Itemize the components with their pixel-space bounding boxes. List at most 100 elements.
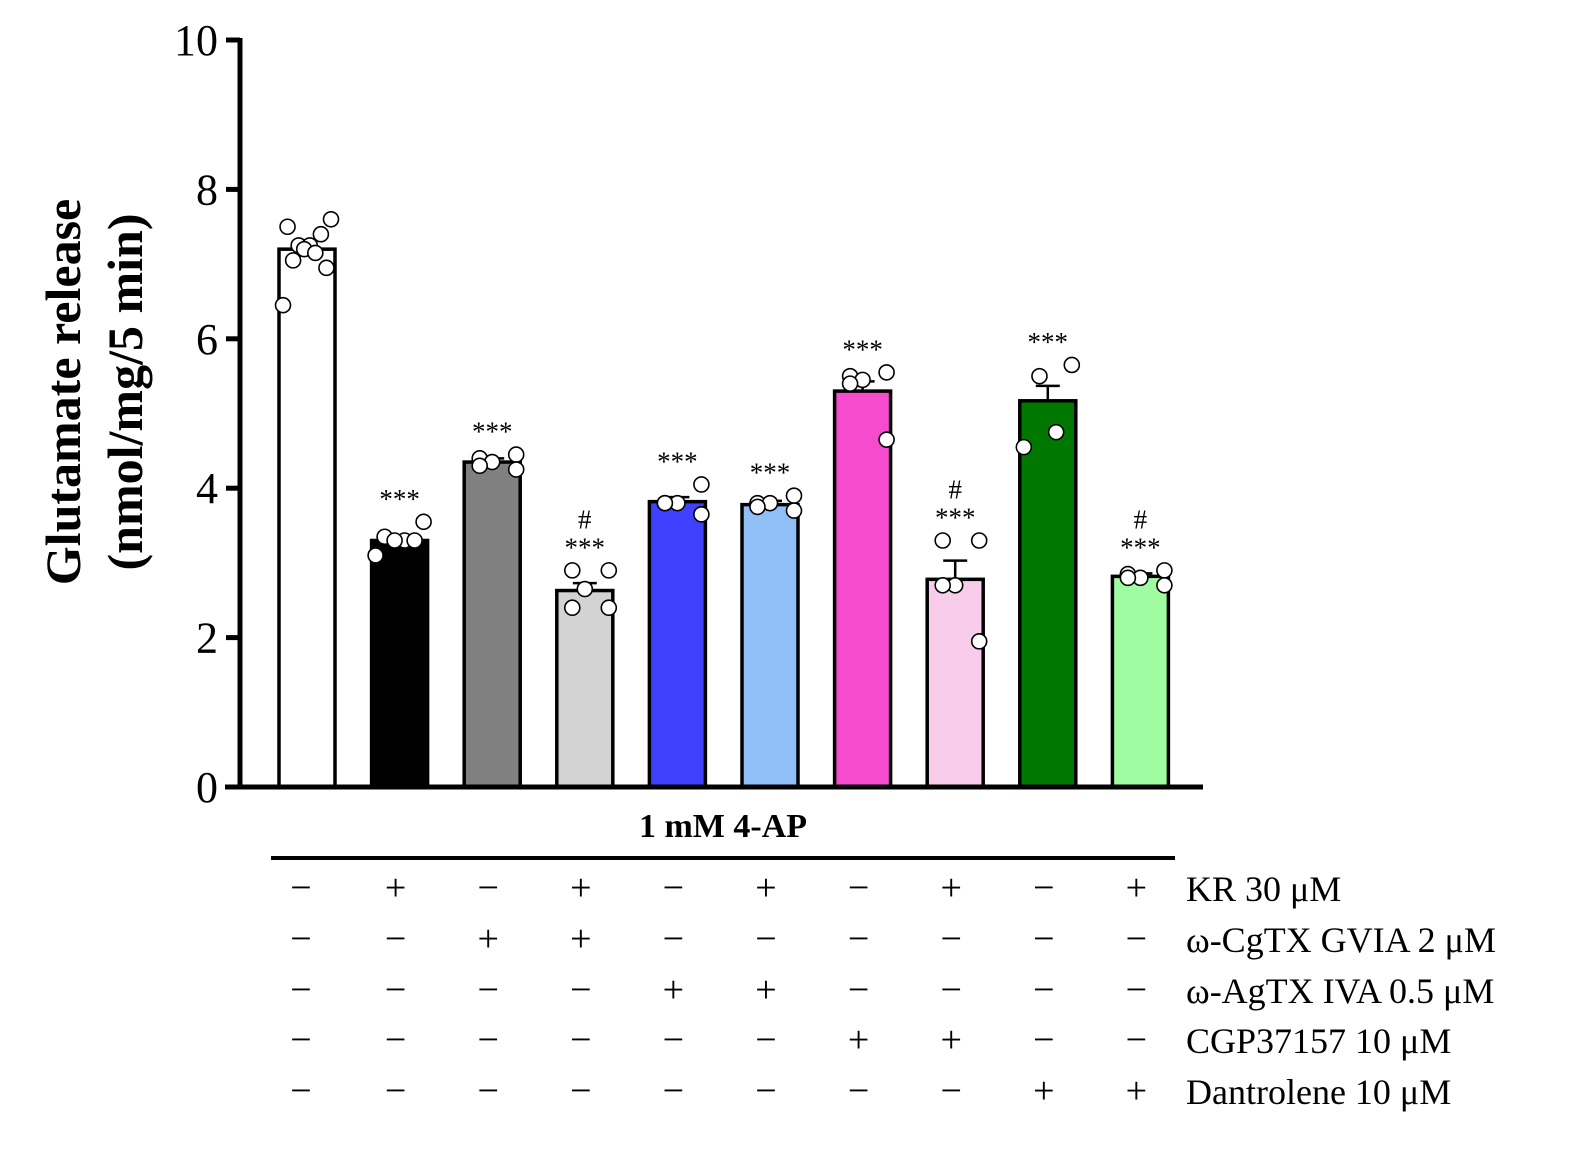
treatment-sign: − xyxy=(663,918,684,960)
data-points xyxy=(274,210,1173,650)
treatment-sign: − xyxy=(755,1019,776,1061)
treatment-sign: − xyxy=(755,918,776,960)
significance-hash: # xyxy=(1134,504,1148,534)
y-tick-label: 8 xyxy=(196,165,218,214)
treatment-sign: − xyxy=(1033,1019,1054,1061)
y-ticks: 0 2 4 6 8 10 xyxy=(174,16,240,812)
data-point xyxy=(471,457,489,475)
treatment-sign: − xyxy=(385,969,406,1011)
treatment-sign: − xyxy=(1033,867,1054,909)
data-point xyxy=(785,487,803,504)
significance-stars: *** xyxy=(1028,327,1069,357)
data-point xyxy=(693,506,710,523)
treatment-sign: − xyxy=(477,1070,498,1112)
data-point xyxy=(563,562,581,579)
data-point xyxy=(274,296,292,314)
data-point xyxy=(1063,356,1081,374)
treatment-sign: − xyxy=(385,1070,406,1112)
significance-stars: *** xyxy=(1120,532,1161,562)
data-point xyxy=(284,252,302,269)
treatment-sign: + xyxy=(477,918,498,960)
data-point xyxy=(279,218,296,236)
data-point xyxy=(563,599,581,617)
data-point xyxy=(307,244,324,262)
treatment-sign: − xyxy=(755,1070,776,1112)
treatment-sign: − xyxy=(290,969,311,1011)
significance-stars: *** xyxy=(750,458,791,488)
bar xyxy=(832,389,893,789)
treatment-sign: − xyxy=(1126,969,1147,1011)
data-point xyxy=(970,532,988,549)
data-point xyxy=(1015,438,1033,456)
treatment-sign: − xyxy=(848,969,869,1011)
data-point xyxy=(415,513,432,531)
treatment-label: Dantrolene 10 μM xyxy=(1186,1072,1451,1112)
data-point xyxy=(312,225,330,243)
treatment-sign: + xyxy=(570,918,591,960)
y-tick-label: 4 xyxy=(196,464,218,513)
significance-stars: *** xyxy=(472,417,513,447)
treatment-sign: − xyxy=(570,1070,591,1112)
treatment-sign: − xyxy=(385,1019,406,1061)
treatment-sign: − xyxy=(1033,918,1054,960)
y-tick-label: 10 xyxy=(174,16,218,65)
data-point xyxy=(406,532,423,549)
treatment-sign: + xyxy=(755,867,776,909)
data-point xyxy=(1047,423,1065,441)
y-axis-label-line2: (nmol/mg/5 min) xyxy=(97,214,153,571)
data-point xyxy=(1156,562,1173,579)
significance-hash: # xyxy=(578,504,592,534)
treatment-sign: − xyxy=(290,918,311,960)
data-point xyxy=(367,547,384,564)
treatment-sign: − xyxy=(1126,1019,1147,1061)
data-point xyxy=(934,577,952,594)
treatment-sign: − xyxy=(663,1070,684,1112)
treatment-sign: − xyxy=(570,1019,591,1061)
treatment-sign: − xyxy=(477,969,498,1011)
treatment-sign: − xyxy=(477,867,498,909)
treatment-sign: − xyxy=(940,969,961,1011)
treatment-sign: − xyxy=(385,918,406,960)
treatment-sign: − xyxy=(290,867,311,909)
data-point xyxy=(600,599,618,617)
treatment-sign: − xyxy=(848,867,869,909)
treatment-sign: + xyxy=(663,969,684,1011)
significance-hash: # xyxy=(948,474,962,504)
y-axis-label: Glutamate release (nmol/mg/5 min) xyxy=(35,199,153,585)
bar xyxy=(925,577,985,789)
treatment-sign: + xyxy=(848,1019,869,1061)
treatment-sign: + xyxy=(385,867,406,909)
treatment-sign: − xyxy=(290,1019,311,1061)
data-point xyxy=(1119,569,1137,587)
significance-stars: *** xyxy=(935,502,976,532)
significance-stars: *** xyxy=(657,446,698,476)
treatment-sign: + xyxy=(570,867,591,909)
data-point xyxy=(1156,577,1173,594)
treatment-sign: − xyxy=(1126,918,1147,960)
treatment-sign: + xyxy=(1126,867,1147,909)
bar xyxy=(277,247,337,789)
y-tick-label: 2 xyxy=(196,614,218,663)
treatment-table: − + − + − + − + − + KR 30 μM− − + + − − − − − − ω-CgTX GVIA … xyxy=(290,867,1496,1112)
data-point xyxy=(656,494,674,512)
data-point xyxy=(934,532,952,549)
significance-stars: *** xyxy=(565,532,606,562)
data-point xyxy=(386,532,403,549)
treatment-sign: − xyxy=(1033,969,1054,1011)
treatment-label: KR 30 μM xyxy=(1186,869,1341,909)
data-point xyxy=(970,633,988,650)
treatment-sign: + xyxy=(1126,1070,1147,1112)
significance-markers: *********#*** *********#******# xyxy=(379,327,1160,562)
bar xyxy=(1110,574,1171,789)
treatment-sign: − xyxy=(663,867,684,909)
axes xyxy=(225,38,1203,790)
y-axis-label-line1: Glutamate release xyxy=(35,199,91,585)
treatment-sign: − xyxy=(570,969,591,1011)
treatment-sign: − xyxy=(940,1070,961,1112)
data-point xyxy=(322,210,340,228)
group-label: 1 mM 4-AP xyxy=(639,808,807,845)
data-point xyxy=(507,461,525,478)
bar xyxy=(740,502,800,789)
bar xyxy=(462,460,522,789)
